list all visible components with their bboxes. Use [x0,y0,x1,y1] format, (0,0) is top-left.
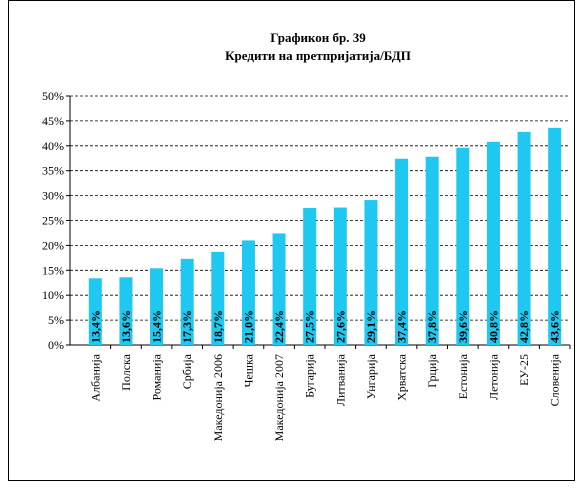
x-tick-label: Литванија [333,353,347,406]
y-tick-label: 20% [42,238,64,252]
x-tick-label: Македонија 2006 [211,354,225,441]
chart-title: Графикон бр. 39 [270,30,366,45]
x-tick-label: Полска [119,353,133,390]
chart-subtitle: Кредити на претпријатија/БДП [225,48,411,63]
value-label: 37,8% [425,310,439,343]
value-label: 43,6% [548,310,562,343]
x-tick-label: Албанија [88,353,102,401]
value-label: 17,3% [180,310,194,343]
x-tick-label: Словенија [548,353,562,406]
bar [150,268,164,345]
value-label: 18,7% [211,310,225,343]
x-tick-label: Грција [425,353,439,387]
bar [425,156,439,345]
value-label: 13,6% [119,310,133,343]
bar [333,207,347,345]
y-tick-label: 40% [42,139,64,153]
y-tick-label: 50% [42,89,64,103]
bar [303,208,317,345]
x-tick-label: Србија [180,353,194,389]
bar [211,251,225,345]
y-tick-label: 15% [42,263,64,277]
bar [88,278,102,345]
value-label: 15,4% [150,310,164,343]
y-tick-label: 5% [48,313,64,327]
bar [180,258,194,345]
value-label: 29,1% [364,310,378,343]
bar [241,240,255,345]
y-tick-label: 45% [42,114,64,128]
x-tick-label: Унгарија [364,353,378,399]
bar [486,141,500,345]
bar [119,277,133,345]
y-tick-label: 25% [42,214,64,228]
x-tick-label: Бугарија [303,353,317,398]
bar [395,158,409,345]
value-label: 40,8% [486,310,500,343]
x-tick-label: Хрватска [395,353,409,401]
y-tick-label: 35% [42,164,64,178]
x-tick-label: Естонија [456,353,470,399]
bar [548,127,562,345]
y-tick-label: 10% [42,288,64,302]
bar [517,131,531,345]
value-label: 42,8% [517,310,531,343]
x-tick-label: Чешка [241,353,255,387]
value-label: 39,6% [456,310,470,343]
bar [364,200,378,345]
y-tick-label: 0% [48,338,64,352]
bar [272,233,286,345]
x-tick-label: ЕУ-25 [517,354,531,386]
value-label: 27,6% [333,310,347,343]
value-label: 22,4% [272,310,286,343]
x-tick-label: Македонија 2007 [272,354,286,441]
bar [456,147,470,345]
x-tick-label: Летонија [486,353,500,400]
value-label: 37,4% [395,310,409,343]
frame [8,0,575,481]
x-tick-label: Романија [150,353,164,400]
y-tick-label: 30% [42,189,64,203]
value-label: 21,0% [241,310,255,343]
value-label: 27,5% [303,310,317,343]
value-label: 13,4% [88,310,102,343]
